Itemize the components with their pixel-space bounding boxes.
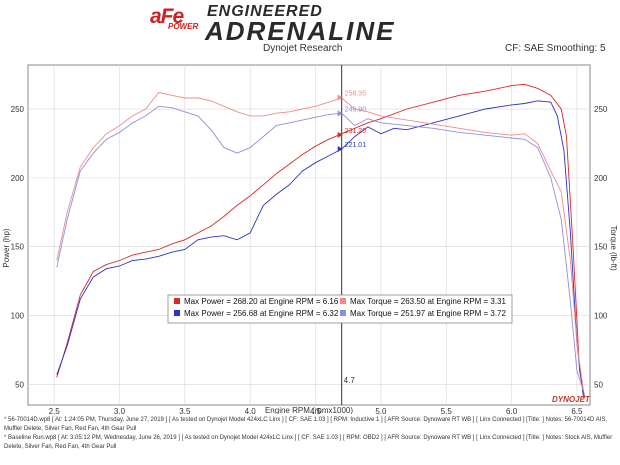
x-tick-label: 4.5 — [310, 407, 322, 414]
legend-power-red: Max Power = 268.20 at Engine RPM = 6.16 — [184, 297, 339, 306]
cursor-value-label: 231.20 — [345, 128, 367, 135]
cursor-marker — [337, 131, 343, 138]
y-tick-label-right: 100 — [594, 312, 608, 321]
legend-power-blue: Max Power = 256.68 at Engine RPM = 6.32 — [184, 309, 339, 318]
header: aFe POWER ENGINEERED ADRENALINE Dynojet … — [0, 0, 620, 60]
plot-area — [27, 64, 591, 406]
x-tick-label: 6.0 — [506, 407, 518, 414]
cursor-marker — [337, 110, 343, 117]
legend-swatch-torque-red — [340, 298, 346, 304]
x-tick-label: 2.5 — [49, 407, 61, 414]
run-note-1-cont: Muffler Delete, Silver Fan, Red Fan, 4th… — [4, 426, 137, 432]
y-tick-label-left: 200 — [11, 174, 25, 183]
cursor-label: 4.7 — [344, 376, 356, 385]
x-tick-label: 3.5 — [179, 407, 191, 414]
cursor-marker — [337, 145, 343, 152]
y-axis-left-title: Power (hp) — [2, 228, 11, 267]
axis-ticks: 2.5 3.0 3.5 4.0 4.5 5.0 5.5 6.0 6.5 50 50 100 100 150… — [11, 105, 608, 414]
legend-torque-red: Max Torque = 263.50 at Engine RPM = 3.31 — [350, 297, 507, 306]
x-tick-label: 5.5 — [441, 407, 453, 414]
legend-torque-blue: Max Torque = 251.97 at Engine RPM = 3.72 — [350, 309, 507, 318]
brand-adrenaline: ADRENALINE — [205, 16, 396, 46]
y-tick-label-right: 250 — [594, 105, 608, 114]
series-line-power-blue — [56, 100, 584, 399]
y-tick-label-left: 150 — [11, 243, 25, 252]
dyno-chart: 4.7 258.35 246.90 231.20 221.01 2.5 3.0 3.5 4.… — [2, 64, 618, 414]
legend-swatch-power-blue — [174, 310, 180, 316]
run-note-2: * Baseline Run.wp8 [ At: 3:05:12 PM, Wed… — [4, 435, 613, 441]
grid — [28, 65, 590, 405]
x-axis-title: Engine RPM (rpmx1000) — [265, 406, 353, 414]
y-tick-label-left: 50 — [15, 380, 24, 389]
y-axis-right-title: Torque (lb-ft) — [609, 225, 618, 271]
y-tick-label-left: 100 — [11, 312, 25, 321]
series-line-torque-blue — [56, 105, 584, 392]
dynojet-watermark: DYNOJET — [552, 395, 591, 404]
y-tick-label-right: 200 — [594, 174, 608, 183]
brand-engineered: ENGINEERED — [207, 3, 323, 20]
y-tick-label-right: 50 — [594, 380, 603, 389]
afe-logo: aFe — [150, 5, 184, 28]
x-tick-label: 4.0 — [245, 407, 257, 414]
afe-power-logo: POWER — [168, 22, 199, 31]
cf-info: CF: SAE Smoothing: 5 — [505, 43, 606, 54]
y-tick-label-left: 250 — [11, 105, 25, 114]
series-line-power-red — [56, 83, 586, 399]
run-note-1: * 56-70014D.wp8 [ At: 1:24:05 PM, Thursd… — [4, 417, 607, 423]
x-tick-label: 5.0 — [375, 407, 387, 414]
cursor-value-label: 258.35 — [345, 91, 367, 98]
x-tick-label: 3.0 — [114, 407, 126, 414]
run-notes: * 56-70014D.wp8 [ At: 1:24:05 PM, Thursd… — [4, 416, 616, 452]
cursor-marker — [337, 94, 343, 101]
x-tick-label: 6.5 — [571, 407, 583, 414]
legend-box: Max Power = 268.20 at Engine RPM = 6.16 … — [167, 294, 513, 324]
cursor-value-label: 246.90 — [345, 106, 367, 113]
legend-swatch-torque-blue — [340, 310, 346, 316]
run-note-2-cont: Delete, Silver Fan, Red Fan, 4th Gear Pu… — [4, 444, 117, 450]
chart-subtitle: Dynojet Research — [263, 43, 343, 54]
y-tick-label-right: 150 — [594, 243, 608, 252]
cursor-value-label: 221.01 — [345, 142, 367, 149]
legend-swatch-power-red — [174, 298, 180, 304]
cursor-values: 258.35 246.90 231.20 221.01 — [337, 91, 367, 152]
series-layer — [56, 83, 586, 399]
series-line-torque-red — [56, 92, 584, 392]
